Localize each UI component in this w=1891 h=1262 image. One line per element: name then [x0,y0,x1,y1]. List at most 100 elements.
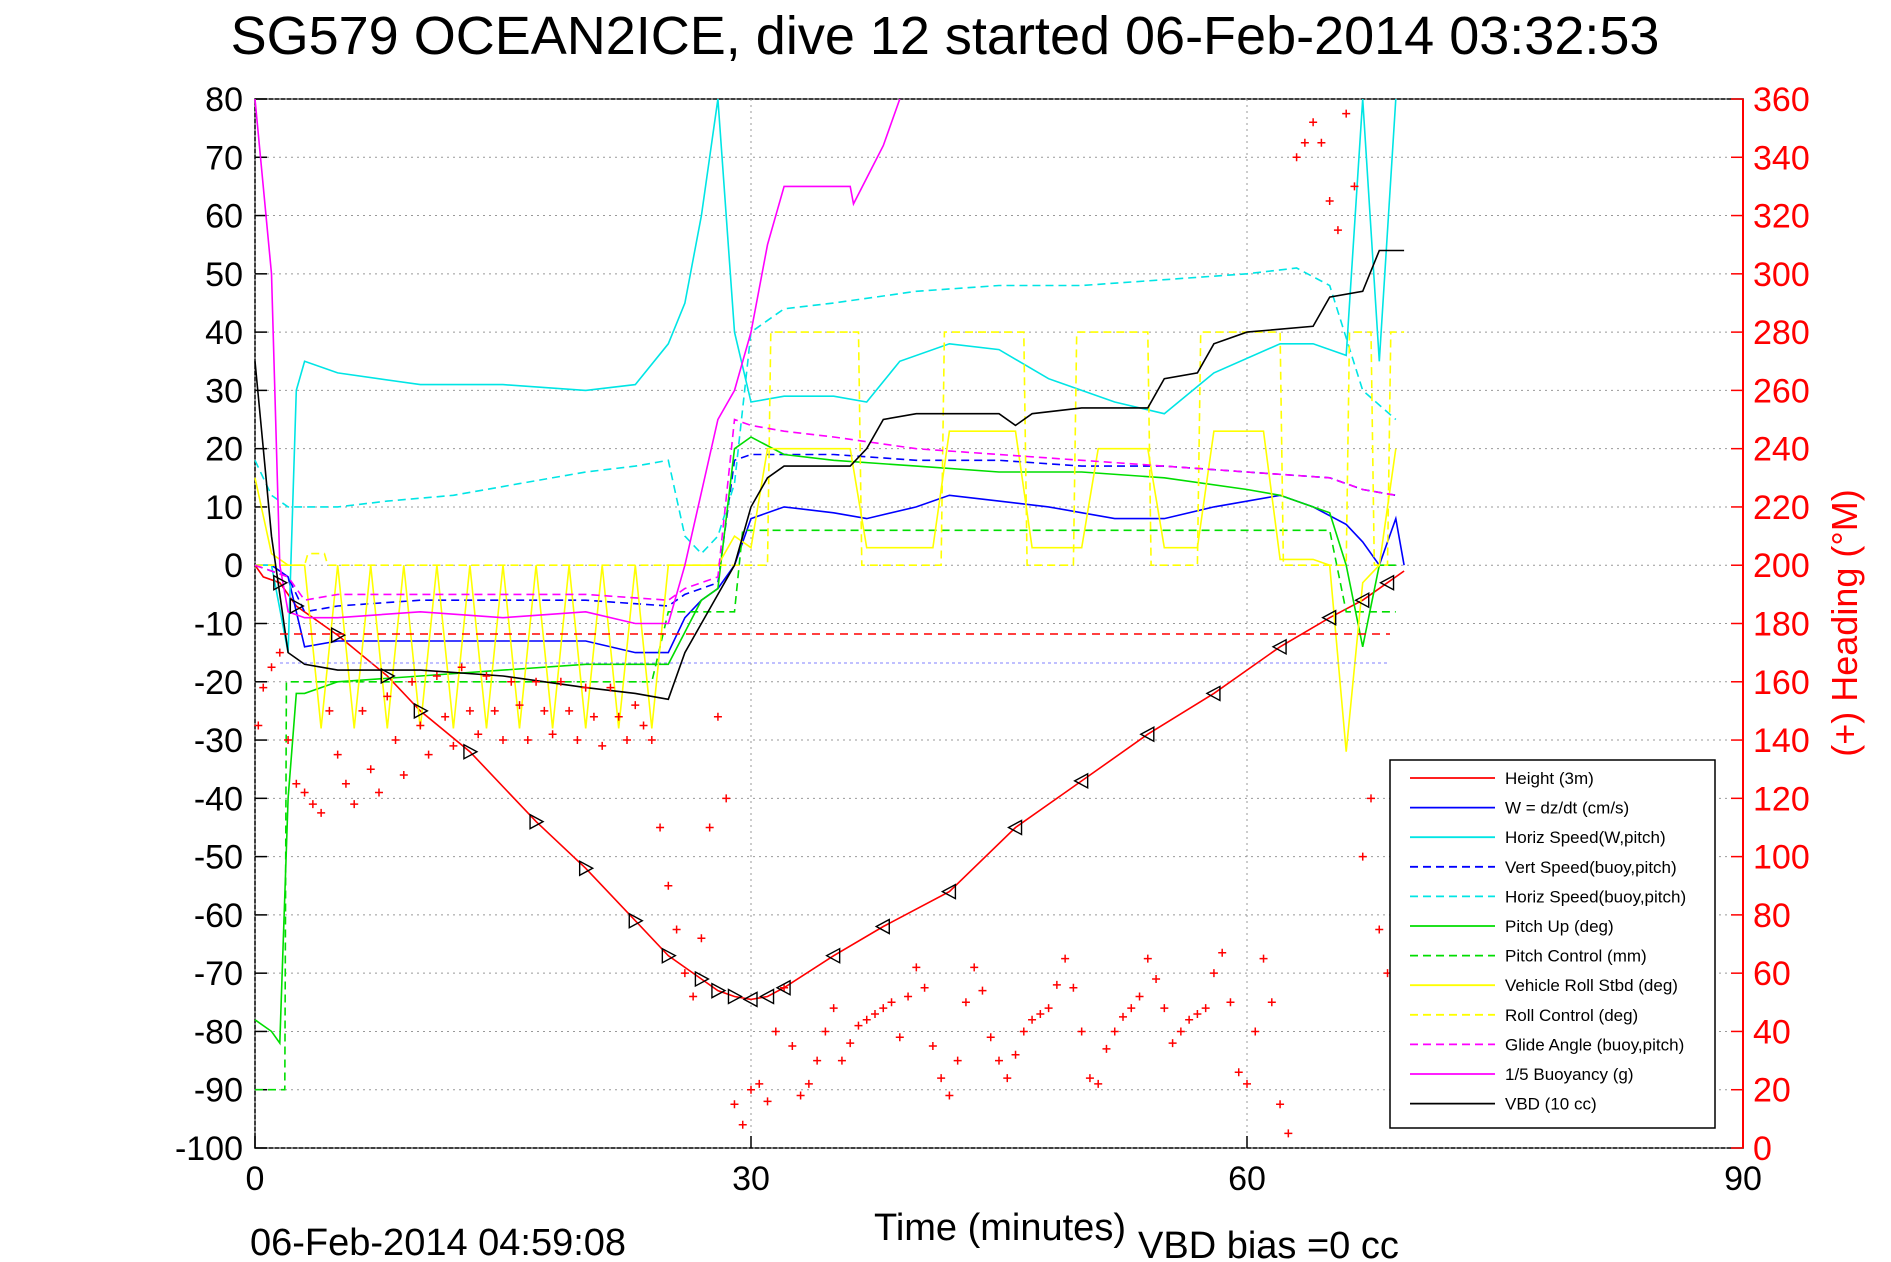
heading-marker [821,1027,830,1036]
heading-marker [1300,138,1309,147]
heading-marker [408,677,417,686]
heading-marker [399,771,408,780]
heading-marker [1333,226,1342,235]
dive-marker [1205,685,1221,702]
y-right-tick-label: 280 [1753,314,1810,352]
x-tick-label: 0 [246,1160,265,1198]
dive-marker [694,970,710,988]
legend-label: W = dz/dt (cm/s) [1505,799,1629,818]
y-axis-right-label: (+) Heading (°M) [1824,489,1865,756]
heading-marker [631,701,640,710]
heading-marker [680,969,689,978]
series-line-0 [254,564,1405,1001]
legend: Height (3m) W = dz/dt (cm/s) Horiz Speed(W… [1389,759,1716,1129]
y-tick-label: 30 [205,372,243,410]
heading-marker [1218,948,1227,957]
heading-marker [829,1004,838,1013]
legend-label: Vehicle Roll Stbd (deg) [1505,976,1678,995]
y-tick-label: -10 [194,606,243,644]
dive-marker [1354,592,1370,609]
heading-marker [978,986,987,995]
heading-marker [738,1120,747,1129]
heading-marker [639,721,648,730]
heading-marker [1325,196,1334,205]
heading-marker [523,736,532,745]
heading-marker [887,998,896,1007]
heading-marker [598,741,607,750]
dive-marker [1321,609,1337,626]
heading-marker [424,750,433,759]
legend-label: Pitch Up (deg) [1505,917,1614,936]
heading-marker [482,671,491,680]
heading-marker [1251,1027,1260,1036]
heading-marker [333,750,342,759]
dive-marker [711,982,727,999]
y-tick-label: 60 [205,198,243,236]
heading-marker [416,721,425,730]
heading-marker [697,934,706,943]
y-tick-label: -50 [194,839,243,877]
y-tick-label: 20 [205,431,243,469]
series-line-5 [254,436,1396,1046]
x-tick-label: 60 [1228,1160,1266,1198]
dive-marker [413,702,429,720]
heading-marker [1185,1015,1194,1024]
series-line-3 [254,453,1396,613]
heading-marker [1028,1015,1037,1024]
y-right-tick-label: 180 [1753,606,1810,644]
heading-marker [788,1042,797,1051]
heading-marker [780,983,789,992]
dive-marker [380,667,396,685]
series-line-4 [254,267,1397,555]
dive-marker [775,979,791,996]
heading-marker [292,779,301,788]
legend-label: Height (3m) [1505,769,1594,788]
heading-marker [1276,1100,1285,1109]
heading-marker [713,712,722,721]
heading-marker [1077,1027,1086,1036]
heading-marker [854,1021,863,1030]
heading-marker [1119,1012,1127,1021]
heading-marker [862,1015,871,1024]
dive-marker [1379,574,1395,591]
y-tick-label: -60 [194,897,243,935]
heading-marker [350,800,359,809]
heading-marker [1375,925,1384,934]
heading-marker [589,712,598,721]
heading-marker [1052,980,1061,989]
legend-label: Glide Angle (buoy,pitch) [1505,1035,1684,1054]
heading-marker [548,730,557,739]
heading-marker [1350,182,1359,191]
dive-marker [874,918,890,935]
heading-marker [937,1074,946,1083]
heading-marker [1358,852,1367,861]
heading-marker [515,701,524,710]
y-tick-label: 80 [205,81,243,119]
heading-marker [1317,138,1326,147]
heading-marker [1176,1027,1185,1036]
y-tick-label: 50 [205,256,243,294]
heading-marker [441,712,450,721]
y-tick-label: -40 [194,780,243,818]
y-right-tick-label: 20 [1753,1072,1791,1110]
dive-marker [1271,638,1287,655]
heading-marker [581,683,590,692]
y-right-tick-label: 80 [1753,897,1791,935]
heading-marker [1152,974,1161,983]
heading-marker [837,1056,846,1065]
legend-label: VBD (10 cc) [1505,1095,1597,1114]
dive-marker [759,988,775,1005]
heading-marker [540,706,549,715]
heading-marker [275,648,284,657]
heading-marker [606,683,615,692]
series-line-11 [254,249,1405,701]
heading-marker [1143,954,1152,963]
dive-marker [1007,819,1023,836]
heading-marker [763,1097,772,1106]
heading-marker [474,730,483,739]
legend-label: Horiz Speed(W,pitch) [1505,828,1666,847]
heading-marker [928,1042,937,1051]
heading-marker [565,706,574,715]
heading-marker [1085,1074,1094,1083]
